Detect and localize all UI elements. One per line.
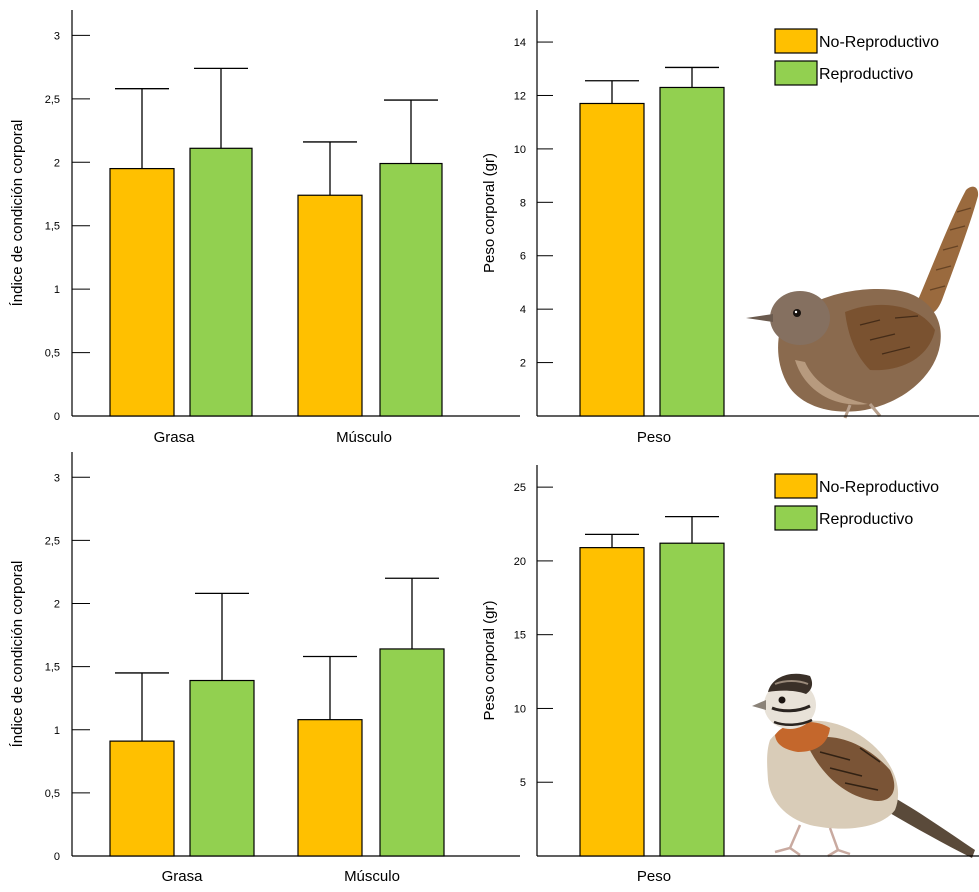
x-category-label: Músculo [344,868,400,885]
y-tick-label: 2,5 [45,535,60,547]
y-tick-label: 1,5 [45,662,60,674]
legend-swatch-no-reproductivo [774,473,818,499]
wren-eye [793,309,801,317]
y-tick-label: 10 [514,144,526,156]
y-tick-label: 1,5 [45,221,60,233]
chart-top-left: 0 0,5 1 1,5 2 2,5 3 Índice de condición corpora… [9,10,520,446]
legend-label: Reproductivo [819,511,913,528]
sparrow-collar [775,721,830,752]
y-tick-label: 12 [514,90,526,102]
y-tick-label: 0 [54,411,60,423]
legend-swatch-no-reproductivo [774,28,818,54]
y-tick-label: 3 [54,472,60,484]
y-axis-title: Índice de condición corporal [9,561,26,748]
x-category-label: Peso [637,868,671,885]
y-tick-label: 0,5 [45,348,60,360]
y-tick-label: 0 [54,851,60,863]
legend: No-Reproductivo Reproductivo [774,28,939,86]
x-category-label: Grasa [154,429,196,446]
wren-head [770,291,830,345]
sparrow-eye [778,696,786,704]
bar-no-reproductivo [579,547,645,857]
y-axis-title: Peso corporal (gr) [481,600,498,720]
bar-no-reproductivo [297,194,363,417]
y-axis-title: Índice de condición corporal [9,120,26,307]
wren-tail [918,186,979,315]
x-category-label: Músculo [336,429,392,446]
y-tick-label: 4 [520,304,526,316]
bar-reproductivo [659,86,725,417]
y-tick-label: 6 [520,251,526,263]
wren-wing [845,304,935,371]
legend-swatch-reproductivo [774,60,818,86]
bar-reproductivo [379,648,445,857]
bar-reproductivo [659,542,725,857]
legend-label: No-Reproductivo [819,479,939,496]
chart-bottom-left: 0 0,5 1 1,5 2 2,5 3 Índice de condición corpora… [9,452,520,885]
wren-bird-image [746,186,979,419]
y-tick-label: 0,5 [45,788,60,800]
y-axis-title: Peso corporal (gr) [481,153,498,273]
bar-no-reproductivo [109,740,175,857]
y-tick-label: 1 [54,725,60,737]
bar-reproductivo [189,147,253,417]
y-tick-label: 2 [520,358,526,370]
y-tick-label: 14 [514,37,526,49]
y-tick-label: 8 [520,197,526,209]
legend: No-Reproductivo Reproductivo [774,473,939,531]
legend-label: Reproductivo [819,66,913,83]
chart-bottom-right: 5 10 15 20 25 Peso corporal (gr) Peso No-Reprod… [481,465,979,885]
legend-label: No-Reproductivo [819,34,939,51]
sparrow-beak [752,700,766,710]
sparrow-crest [768,673,813,694]
sparrow-wing [805,736,895,801]
bar-no-reproductivo [109,167,175,417]
sparrow-tail [878,790,975,858]
bar-no-reproductivo [297,719,363,857]
bar-reproductivo [379,162,443,417]
y-tick-label: 15 [514,630,526,642]
y-tick-label: 20 [514,556,526,568]
bar-no-reproductivo [579,102,645,417]
legend-swatch-reproductivo [774,505,818,531]
y-tick-label: 5 [520,777,526,789]
x-category-label: Peso [637,429,671,446]
y-tick-label: 10 [514,703,526,715]
wren-beak [746,314,773,322]
y-tick-label: 2 [54,157,60,169]
sparrow-bird-image [752,673,975,858]
chart-top-right: 2 4 6 8 10 12 14 Peso corporal (gr) Peso No-Repro… [481,10,979,446]
y-tick-label: 3 [54,30,60,42]
x-category-label: Grasa [162,868,204,885]
y-tick-label: 2,5 [45,94,60,106]
y-tick-label: 2 [54,599,60,611]
bar-reproductivo [189,679,255,857]
y-tick-label: 25 [514,482,526,494]
y-tick-label: 1 [54,284,60,296]
